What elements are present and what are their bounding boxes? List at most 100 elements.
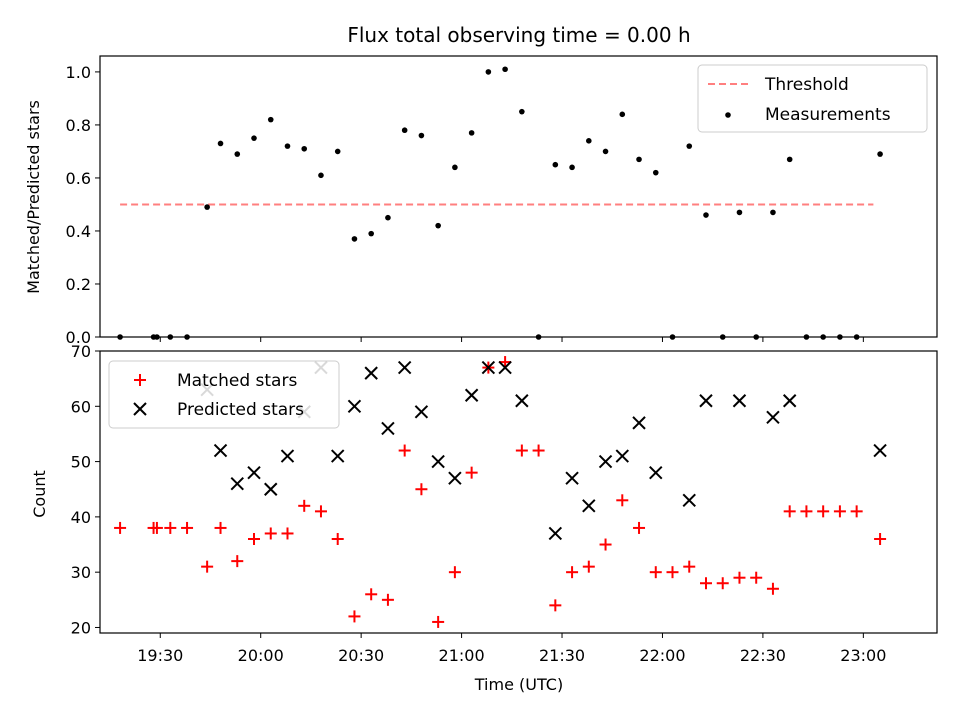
matched-star-point	[415, 483, 428, 496]
predicted-x-b	[431, 454, 445, 469]
predicted-x-b	[347, 399, 362, 414]
y-tick-label-bottom: 30	[71, 563, 91, 582]
matched-star-point	[398, 444, 411, 457]
legend-bottom: Matched stars Predicted stars	[108, 360, 340, 429]
measurement-point	[234, 151, 241, 157]
matched-star-point	[750, 571, 763, 584]
matched-star-point	[381, 593, 394, 606]
predicted-star-point	[632, 416, 646, 430]
y-tick-label-bottom: 20	[71, 618, 91, 637]
matched-star-point	[181, 521, 194, 534]
predicted-x-b	[364, 366, 378, 380]
matched-star-point	[281, 527, 294, 540]
matched-star-point	[448, 566, 461, 579]
predicted-star-point	[565, 471, 579, 485]
y-axis-ticks-top: 0.0 0.2 0.4 0.6 0.8 1.0	[66, 63, 100, 347]
predicted-star-point	[498, 360, 512, 375]
y-tick-label-top: 1.0	[66, 63, 91, 82]
predicted-x-b	[732, 394, 747, 408]
predicted-x-b	[682, 493, 696, 508]
x-tick-label: 22:30	[740, 646, 786, 665]
measurement-point	[301, 145, 308, 152]
predicted-x-b	[782, 394, 797, 408]
matched-star-point	[532, 444, 545, 457]
measurement-point	[468, 130, 475, 136]
x-tick-label: 22:00	[639, 646, 685, 665]
predicted-star-point	[782, 394, 797, 408]
y-axis-ticks-bottom: 20 30 40 50 60 70	[71, 342, 100, 637]
predicted-star-point	[682, 493, 696, 508]
legend-measurements-swatch	[725, 112, 731, 118]
x-tick-label: 20:30	[338, 646, 384, 665]
predicted-x-b	[766, 410, 780, 425]
measurement-point	[267, 116, 274, 123]
predicted-star-point	[347, 399, 362, 414]
matched-star-point	[716, 577, 729, 590]
predicted-star-point	[699, 394, 713, 408]
matched-star-point	[817, 505, 830, 518]
measurement-point	[770, 209, 776, 216]
x-tick-label: 23:00	[840, 646, 886, 665]
matched-star-point	[114, 521, 127, 534]
measurement-point	[368, 230, 374, 237]
predicted-x-b	[381, 421, 395, 436]
axes-frame-top	[99, 55, 938, 338]
y-tick-label-bottom: 70	[71, 342, 91, 361]
matched-star-point	[649, 566, 662, 579]
measurement-point	[284, 143, 291, 149]
predicted-star-point	[615, 449, 629, 463]
predicted-star-point	[280, 449, 295, 463]
measurement-point	[652, 169, 659, 176]
predicted-star-point	[582, 499, 596, 513]
predicted-star-point	[649, 465, 663, 480]
y-tick-label-bottom: 60	[71, 397, 91, 416]
predicted-x-b	[565, 471, 579, 485]
predicted-star-point	[431, 454, 445, 469]
predicted-star-point	[464, 388, 479, 402]
y-tick-label-top: 0.4	[66, 222, 91, 241]
matched-star-point	[314, 505, 327, 518]
predicted-x-b	[498, 360, 512, 375]
matched-star-point	[549, 599, 562, 612]
y-tick-label-bottom: 40	[71, 508, 91, 527]
y-axis-label-bottom: Count	[30, 470, 49, 518]
predicted-star-point	[548, 526, 563, 541]
measurement-point	[401, 127, 408, 134]
measurement-point	[251, 135, 257, 141]
predicted-x-b	[699, 394, 713, 408]
legend-matched-label: Matched stars	[177, 371, 297, 391]
predicted-x-b	[649, 465, 663, 480]
predicted-x-b	[481, 360, 496, 375]
y-axis-label-top: Matched/Predicted stars	[24, 100, 43, 294]
y-tick-label-top: 0.6	[66, 169, 91, 188]
measurement-point	[703, 212, 709, 218]
legend-box-top	[697, 64, 928, 133]
measurement-point	[519, 108, 525, 115]
y-tick-label-top: 0.8	[66, 116, 91, 135]
predicted-x-b	[598, 454, 613, 469]
measurement-point	[485, 69, 492, 75]
measurement-point	[569, 164, 575, 171]
predicted-x-b	[331, 449, 345, 463]
measurement-point	[318, 172, 324, 179]
matched-star-point	[264, 527, 277, 540]
y-tick-label-top: 0.0	[66, 328, 91, 347]
matched-star-point	[248, 533, 261, 545]
x-tick-label: 21:30	[539, 646, 585, 665]
predicted-star-point	[414, 405, 429, 419]
predicted-x-b	[448, 471, 462, 485]
matched-star-point	[599, 538, 612, 551]
x-tick-label: 20:00	[238, 646, 284, 665]
matched-star-point	[874, 533, 887, 545]
predicted-x-b	[464, 388, 479, 402]
predicted-x-b	[582, 499, 596, 513]
predicted-star-point	[264, 482, 278, 496]
predicted-star-point	[331, 449, 345, 463]
legend-box-bottom	[108, 360, 340, 429]
matched-star-point	[348, 610, 361, 623]
matched-star-point	[733, 571, 746, 584]
matched-star-point	[201, 560, 214, 573]
matched-star-point	[515, 444, 528, 457]
predicted-x-b	[247, 465, 261, 480]
predicted-star-point	[247, 465, 261, 480]
